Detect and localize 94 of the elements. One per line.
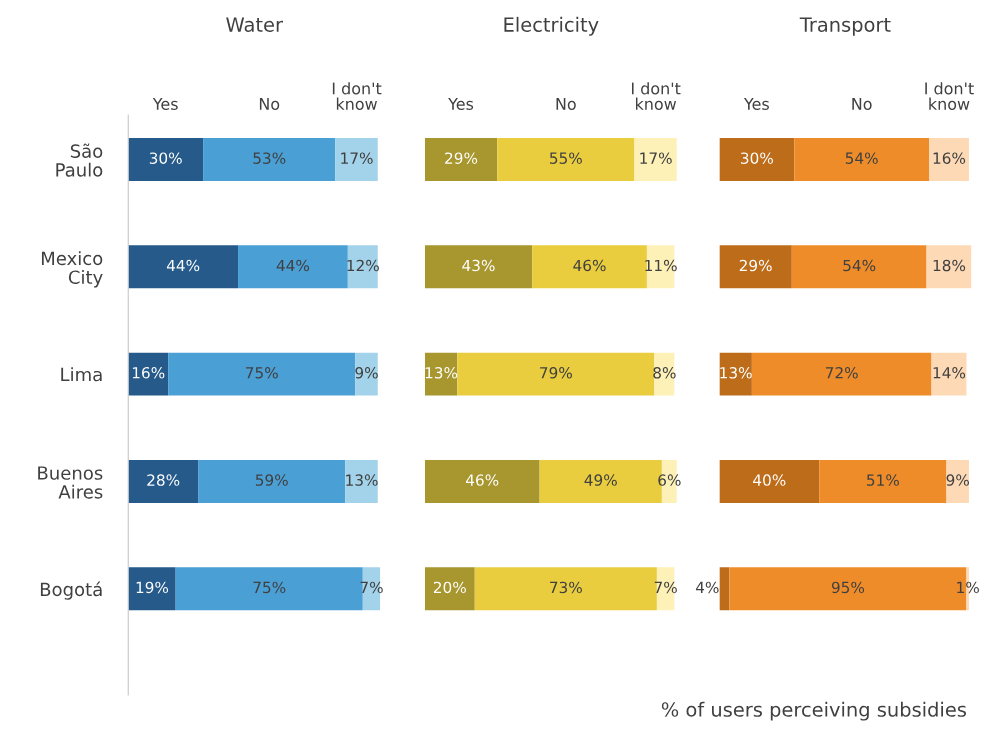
chart-title: Water: [226, 17, 283, 32]
bar: [362, 567, 381, 611]
data-label: 46%: [573, 259, 606, 272]
bar: [128, 138, 204, 181]
bar: [198, 459, 346, 503]
bar: [719, 352, 752, 396]
bar: [424, 245, 533, 289]
series-label: No: [556, 98, 576, 110]
data-label: 13%: [425, 367, 458, 379]
data-label: 30%: [741, 152, 773, 164]
bar: [497, 138, 635, 181]
data-label: 13%: [720, 367, 752, 379]
data-label: 19%: [136, 581, 169, 594]
data-label: 7%: [360, 581, 383, 594]
data-label: 16%: [132, 367, 165, 379]
bar: [819, 459, 947, 503]
data-label: 13%: [346, 474, 378, 486]
data-label: 30%: [149, 152, 182, 164]
data-label: 55%: [550, 152, 582, 164]
data-label: 9%: [355, 367, 378, 379]
bar: [128, 352, 169, 396]
bar: [355, 352, 378, 396]
data-label: 12%: [347, 259, 379, 272]
text: % of users perceiving subsidies: [661, 701, 966, 721]
data-label: 43%: [462, 259, 495, 272]
data-label: 95%: [831, 581, 865, 594]
bar: [926, 245, 972, 289]
y-tick-label: Lima: [61, 367, 102, 382]
y-tick-label: Buenos Aires: [38, 466, 103, 499]
bar: [345, 459, 378, 503]
bar: [719, 138, 795, 181]
data-label: 54%: [843, 259, 876, 272]
bar: [335, 138, 378, 181]
series-label: I don't know: [631, 82, 681, 110]
bar: [634, 138, 677, 181]
bar: [238, 245, 348, 289]
data-label: 4%: [695, 581, 719, 594]
data-label: 75%: [246, 367, 278, 379]
chart-title: Transport: [799, 17, 891, 36]
bar: [791, 245, 927, 289]
data-label: 17%: [341, 152, 373, 164]
bar: [424, 567, 475, 611]
bar: [751, 352, 932, 396]
bar: [128, 567, 176, 611]
series-label: Yes: [448, 98, 474, 110]
series-label: No: [852, 98, 872, 110]
y-tick-label: Mexico City: [41, 251, 103, 288]
data-label: 54%: [845, 152, 878, 164]
bar: [128, 459, 199, 503]
bar: [931, 352, 967, 396]
data-label: 49%: [584, 474, 617, 486]
data-label: 29%: [739, 259, 772, 272]
bar: [424, 352, 458, 396]
bar: [424, 459, 540, 503]
data-label: 29%: [445, 152, 478, 164]
data-label: 75%: [253, 581, 286, 594]
y-tick-label: São Paulo: [56, 143, 103, 177]
series-label: Yes: [152, 98, 178, 110]
data-label: 9%: [946, 474, 969, 486]
data-label: 17%: [640, 152, 672, 164]
data-label: 44%: [166, 259, 200, 272]
bar: [532, 245, 647, 289]
series-label: No: [259, 98, 280, 110]
data-label: 14%: [933, 367, 966, 379]
bar: [719, 459, 820, 503]
data-label: 20%: [433, 581, 466, 594]
bar: [794, 138, 930, 181]
bar: [719, 245, 792, 289]
data-label: 28%: [147, 474, 180, 486]
data-label: 73%: [550, 581, 582, 594]
data-label: 59%: [255, 474, 288, 486]
data-label: 16%: [933, 152, 966, 164]
data-label: 44%: [276, 259, 310, 272]
data-label: 18%: [933, 259, 966, 272]
bar: [457, 352, 655, 396]
bar: [946, 459, 969, 503]
series-label: I don't know: [925, 82, 974, 110]
data-label: 46%: [466, 474, 499, 486]
bar: [128, 245, 239, 289]
data-label: 53%: [253, 152, 286, 164]
data-label: 79%: [540, 367, 572, 379]
chart-title: Electricity: [504, 16, 599, 36]
bar: [929, 138, 969, 181]
data-label: 51%: [867, 474, 899, 486]
data-label: 72%: [825, 367, 858, 379]
series-label: I don't know: [332, 82, 382, 110]
data-label: 40%: [753, 474, 786, 486]
bar: [347, 245, 378, 289]
bar: [424, 138, 498, 181]
y-tick-label: Bogotá: [40, 581, 102, 600]
series-label: Yes: [743, 98, 769, 110]
bar: [719, 567, 730, 611]
bar: [168, 352, 356, 396]
bar: [203, 138, 336, 181]
